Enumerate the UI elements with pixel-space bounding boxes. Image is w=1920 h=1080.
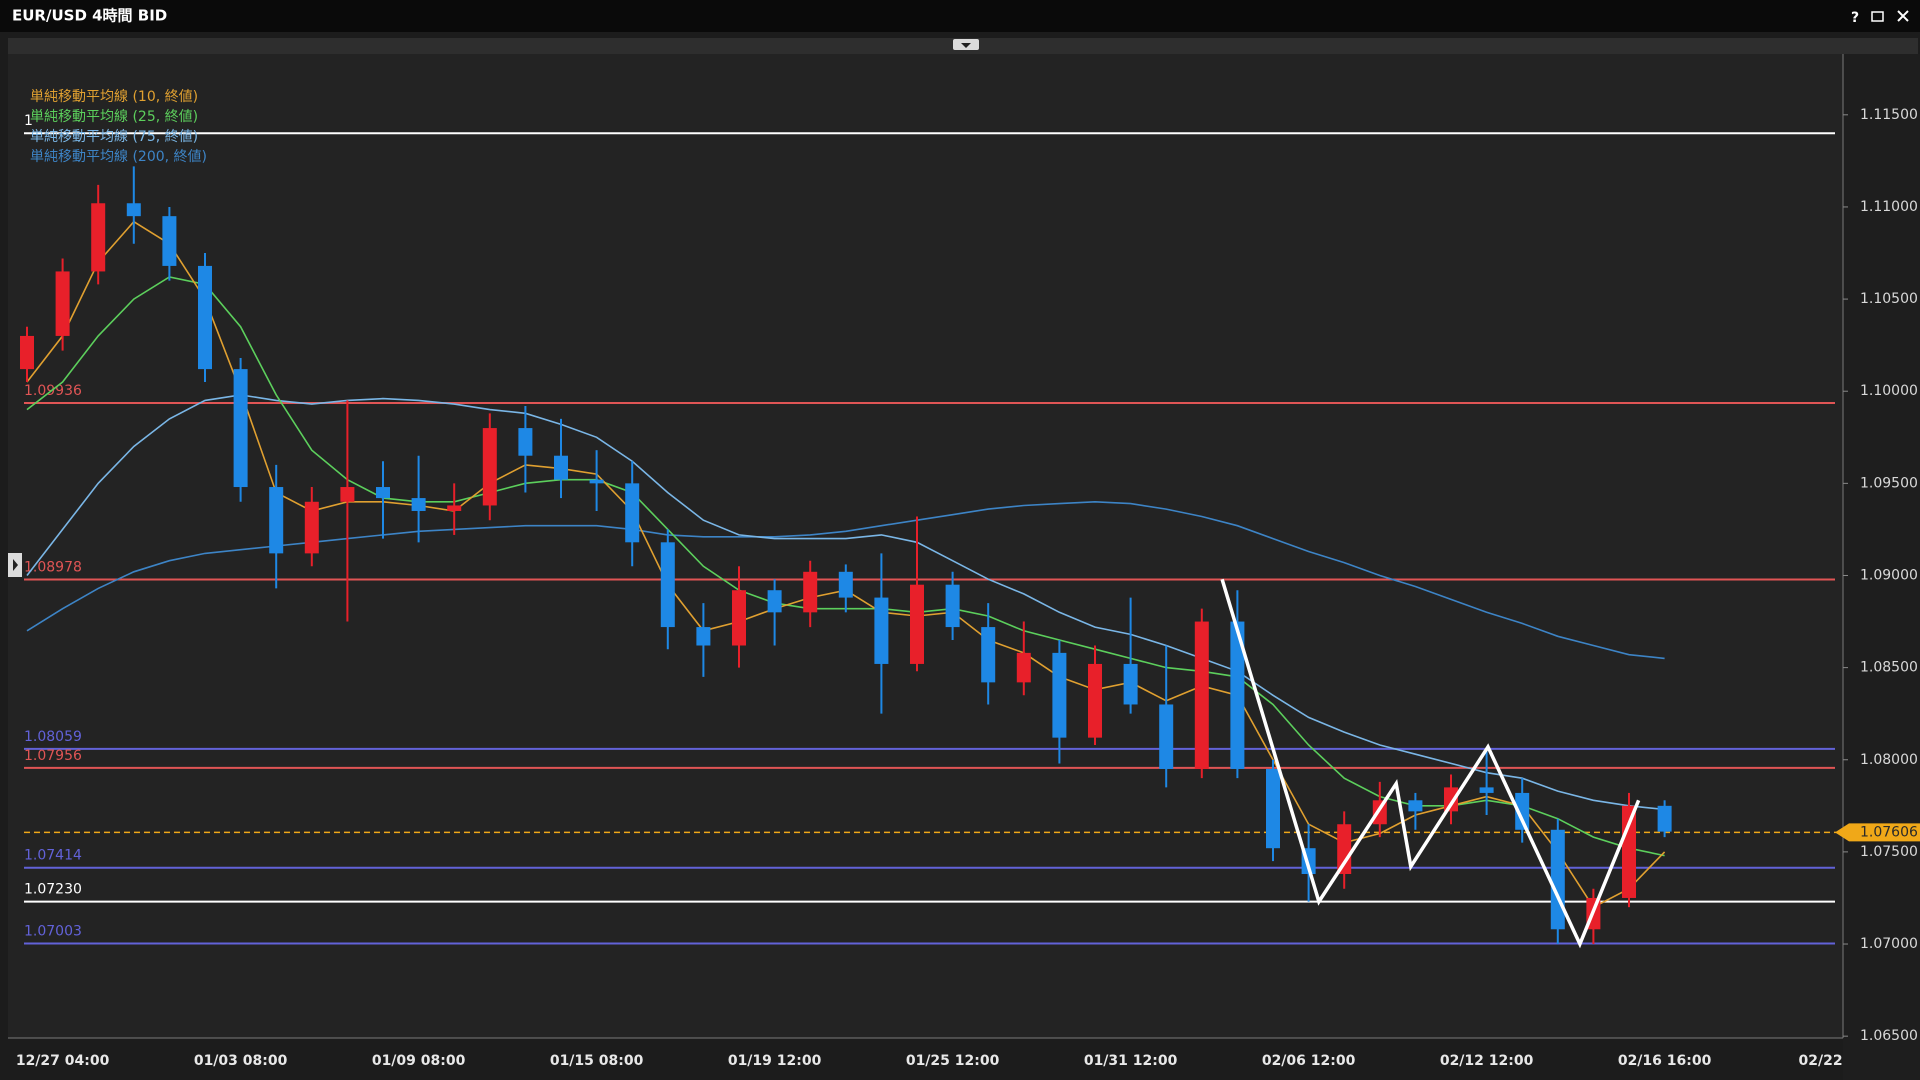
- candle-body: [233, 369, 248, 488]
- current-price-label: 1.07606: [1860, 824, 1918, 840]
- candle-body: [732, 590, 746, 646]
- candle-body: [447, 505, 462, 511]
- candle-body: [1159, 704, 1174, 769]
- candle-body: [767, 590, 782, 613]
- candle-body: [162, 216, 177, 266]
- y-tick-label: 1.07000: [1860, 936, 1918, 952]
- candle-body: [945, 584, 960, 628]
- legend-entry: 単純移動平均線 (25, 終値): [30, 109, 198, 125]
- candle-body: [1052, 652, 1067, 738]
- y-tick-label: 1.10000: [1860, 383, 1918, 399]
- candle-body: [1088, 663, 1102, 738]
- maximize-button[interactable]: [1871, 11, 1884, 22]
- candle-body: [1266, 768, 1280, 849]
- y-axis-background: [1843, 54, 1920, 1080]
- candle-body: [1123, 663, 1138, 705]
- x-tick-label: 12/27 04:00: [16, 1053, 110, 1069]
- y-tick-label: 1.08000: [1860, 752, 1918, 768]
- x-tick-label: 01/03 08:00: [194, 1053, 288, 1069]
- candle-body: [55, 271, 70, 336]
- candle-body: [981, 627, 996, 683]
- x-tick-label: 01/15 08:00: [550, 1053, 644, 1069]
- candle-body: [696, 627, 711, 646]
- candle-body: [660, 542, 675, 628]
- level-label: 1.07230: [24, 882, 82, 898]
- candle-body: [1337, 824, 1352, 874]
- moving-average-line: [26, 500, 1665, 660]
- legend-entry: 単純移動平均線 (75, 終値): [30, 129, 198, 145]
- candle-body: [411, 498, 426, 511]
- candle-body: [20, 335, 34, 370]
- x-tick-label: 01/31 12:00: [1084, 1053, 1178, 1069]
- close-button[interactable]: [1897, 10, 1909, 22]
- candle-body: [625, 483, 640, 543]
- x-tick-label: 01/25 12:00: [906, 1053, 1000, 1069]
- y-tick-label: 1.11500: [1860, 107, 1918, 123]
- level-label: 1: [24, 113, 33, 129]
- side-tab-arrow: [13, 559, 18, 571]
- candle-body: [91, 203, 106, 272]
- y-tick-label: 1.08500: [1860, 660, 1918, 676]
- x-tick-label: 01/09 08:00: [372, 1053, 466, 1069]
- candle-body: [518, 428, 533, 456]
- level-label: 1.08059: [24, 729, 82, 745]
- candle-body: [874, 597, 889, 664]
- current-price-tag: [1835, 823, 1920, 842]
- candle-body: [482, 428, 497, 506]
- candle-body: [1230, 621, 1245, 769]
- axes: 1.06500 1.07000 1.07500 1.08000 1.08500 1.090…: [16, 89, 1920, 1069]
- candle-body: [1408, 800, 1423, 812]
- level-label: 1.07414: [24, 848, 82, 864]
- candle-body: [1657, 805, 1672, 832]
- window-title: EUR/USD 4時間 BID: [12, 7, 167, 25]
- candle-body: [803, 571, 818, 613]
- candle-body: [1550, 829, 1565, 930]
- x-tick-label: 02/12 12:00: [1440, 1053, 1534, 1069]
- level-label: 1.07956: [24, 748, 82, 764]
- y-tick-label: 1.11000: [1860, 199, 1918, 215]
- level-label: 1.08978: [24, 560, 82, 576]
- dropdown-arrow: [961, 43, 971, 48]
- moving-average-line: [26, 394, 1665, 811]
- title-bar: [0, 0, 1920, 32]
- y-tick-label: 1.06500: [1860, 1028, 1918, 1044]
- x-tick-label: 02/16 16:00: [1618, 1053, 1712, 1069]
- legend-entry: 単純移動平均線 (200, 終値): [30, 149, 207, 165]
- candle-body: [910, 584, 924, 664]
- y-tick-label: 1.07500: [1860, 844, 1918, 860]
- x-tick-label: 02/22: [1799, 1053, 1843, 1069]
- candle-body: [198, 265, 212, 370]
- candle-body: [126, 203, 141, 217]
- candle-body: [1479, 787, 1494, 793]
- candle-body: [1016, 652, 1031, 683]
- level-label: 1.07003: [24, 923, 82, 939]
- candle-body: [1515, 792, 1530, 830]
- y-tick-label: 1.09500: [1860, 475, 1918, 491]
- level-label: 1.09936: [24, 383, 82, 399]
- candle-body: [1194, 621, 1209, 769]
- candle-body: [589, 479, 604, 484]
- candle-body: [838, 571, 853, 598]
- candle-body: [376, 487, 390, 499]
- y-tick-label: 1.09000: [1860, 567, 1918, 583]
- candle-body: [304, 501, 319, 554]
- x-tick-label: 01/19 12:00: [728, 1053, 822, 1069]
- y-tick-label: 1.10500: [1860, 291, 1918, 307]
- candle-body: [340, 487, 355, 502]
- candle-body: [1444, 787, 1458, 812]
- legend-entry: 単純移動平均線 (10, 終値): [30, 89, 198, 105]
- trendline: [1220, 578, 1641, 949]
- candle-body: [554, 455, 568, 480]
- help-button[interactable]: ?: [1851, 10, 1859, 26]
- x-tick-label: 02/06 12:00: [1262, 1053, 1356, 1069]
- plot-area: 1 1.09936 1.08978 1.08059 1.07956 1.07414 1.07…: [20, 113, 1843, 949]
- candle-body: [269, 487, 284, 554]
